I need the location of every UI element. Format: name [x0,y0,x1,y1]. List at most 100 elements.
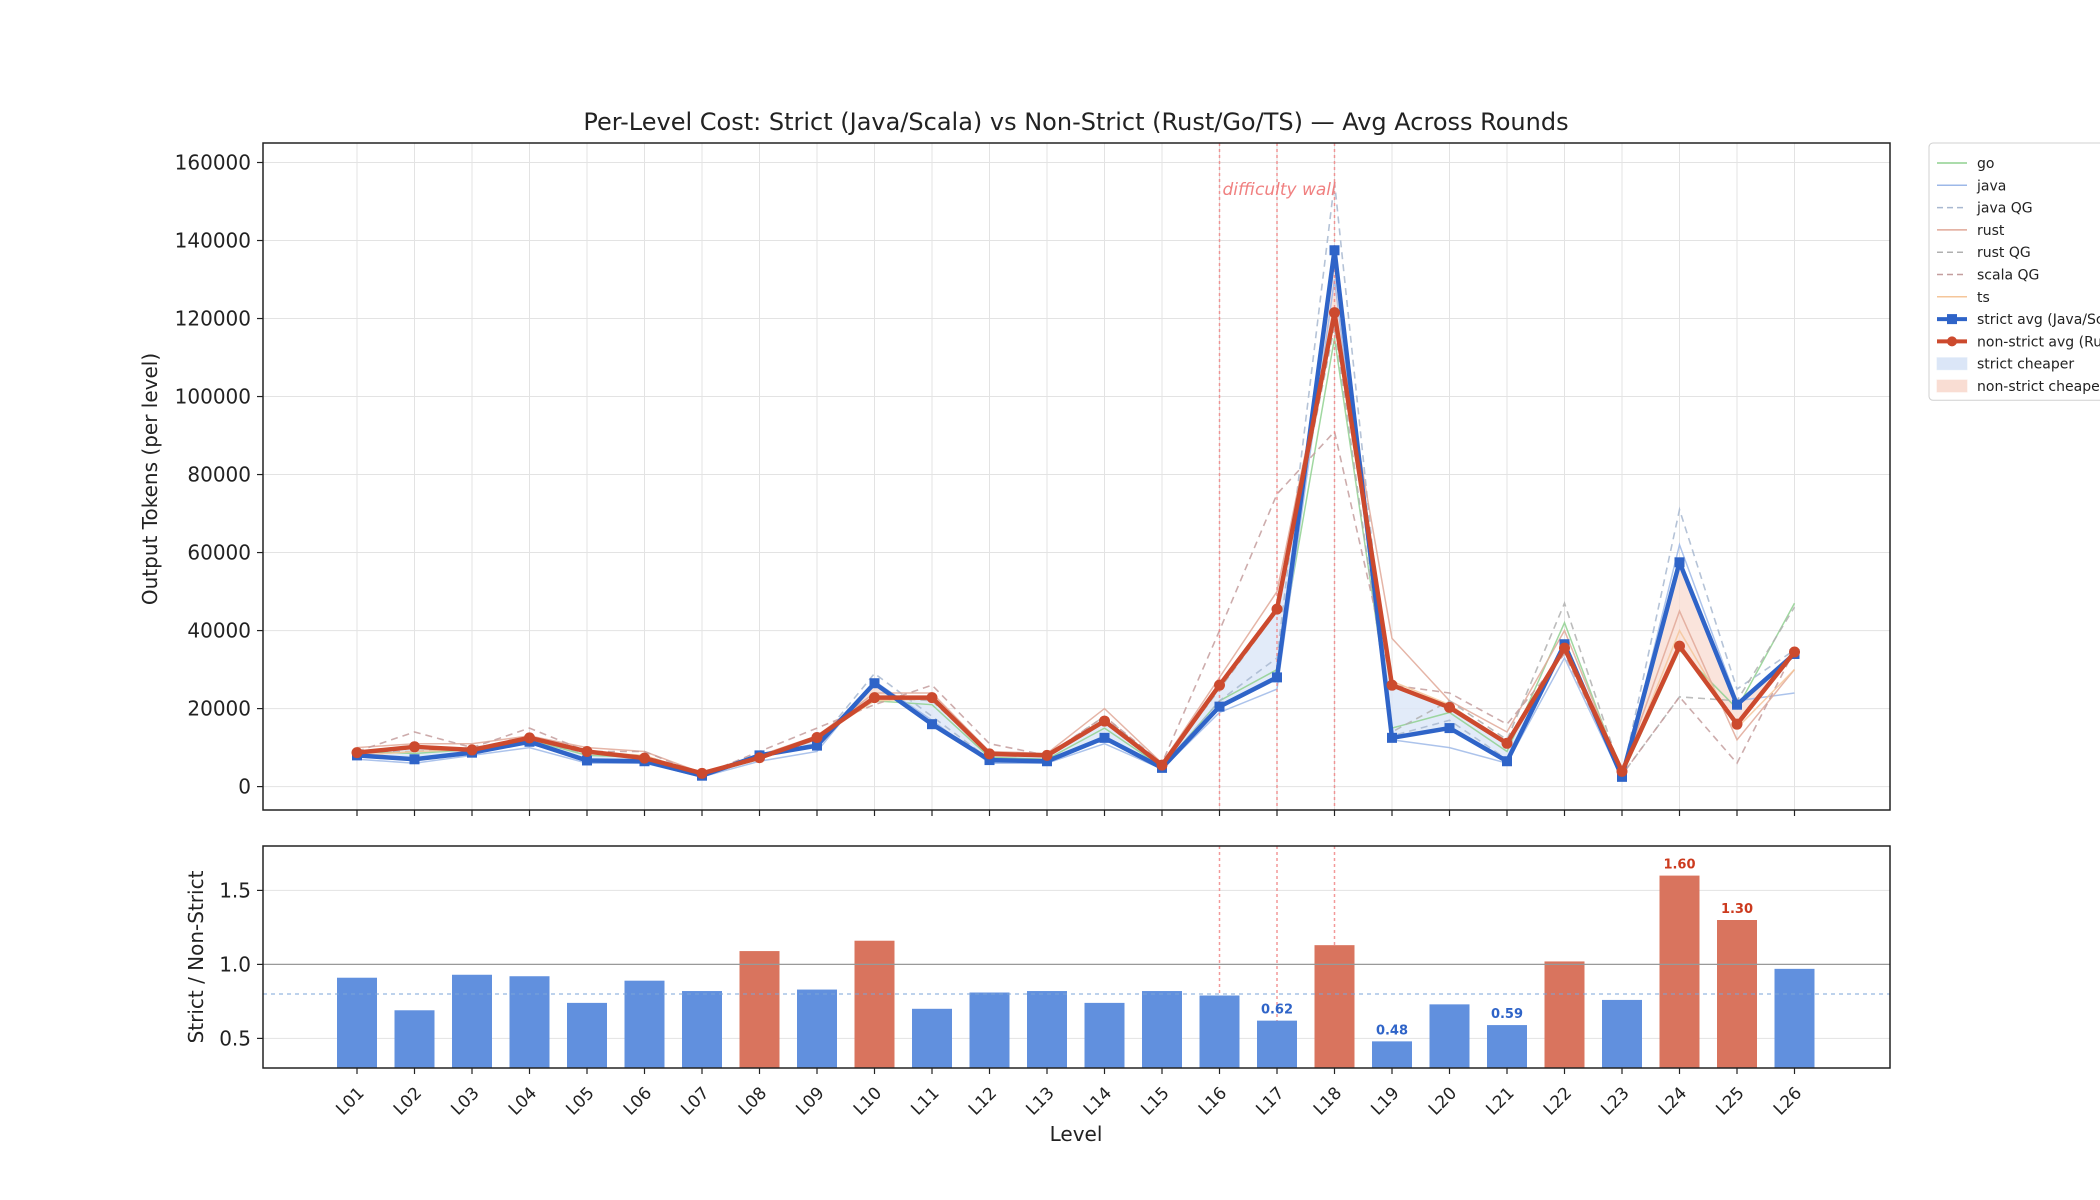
chart-title: Per-Level Cost: Strict (Java/Scala) vs N… [583,108,1568,136]
top-y-tick-label: 60000 [187,541,251,565]
ratio-bar-l22 [1544,961,1585,1068]
avg-marker-circle [1559,642,1570,654]
bottom-x-ticks: L01 L02 L03 L04 L05 L06 L07 L08 L09 L10 L11 L12 L13 L… [332,1068,1806,1120]
ratio-bar-l11 [912,1008,952,1068]
legend-label: java QG [1976,201,2033,217]
avg-marker-square [1444,723,1455,734]
avg-marker-square [1214,701,1225,712]
x-tick-label-l10: L10 [850,1083,886,1119]
legend-label: rust QG [1977,245,2031,261]
ratio-bar-l09 [797,989,837,1068]
avg-marker-square [869,678,880,689]
avg-line [356,310,1797,776]
data-label-l21: 0.59 [1491,1007,1523,1022]
data-label-l25: 1.30 [1721,902,1753,917]
x-tick-label-l11: L11 [907,1083,943,1119]
top-plot: difficulty wall 0 20000 40000 60000 80000 1000… [175,142,1891,816]
x-tick-label-l14: L14 [1080,1083,1116,1119]
x-tick-label-l22: L22 [1540,1083,1576,1119]
x-tick-label-l04: L04 [505,1083,541,1119]
legend-item: strict cheaper [1936,357,2074,373]
avg-marker-circle [639,752,650,764]
avg-marker-circle [524,732,535,744]
legend-marker [1947,314,1957,325]
top-y-ticks: 0 20000 40000 60000 80000 100000 120000 140000 1… [175,151,263,799]
ratio-bar-l24 [1659,875,1700,1068]
avg-marker-circle [1271,603,1283,615]
ratio-bars [337,875,1815,1068]
legend-label: go [1977,156,1994,172]
legend-frame [1928,142,2100,401]
ratio-bar-l05 [567,1002,607,1068]
series-line-rust [356,310,1796,776]
ratio-bar-l23 [1602,999,1642,1068]
avg-marker-circle [869,692,880,704]
difficulty-wall-label: difficulty wall [1223,180,1337,200]
legend-swatch [1936,357,1968,371]
x-tick-label-l24: L24 [1655,1083,1691,1119]
top-y-tick-label: 120000 [175,307,251,331]
bottom-y-ticks: 0.5 1.0 1.5 [219,878,263,1050]
avg-marker-square [1272,672,1282,683]
x-tick-label-l15: L15 [1137,1083,1173,1119]
top-gridlines [263,143,1890,810]
top-y-tick-label: 80000 [187,463,251,487]
series-line-java [356,279,1795,782]
ratio-bar-l17 [1257,1020,1297,1068]
legend-label: strict avg (Java/Scala) [1977,312,2100,328]
avg-marker-square [927,719,937,730]
ratio-bar-l03 [452,974,492,1068]
avg-marker-square [409,754,420,765]
x-tick-label-l02: L02 [390,1083,426,1119]
ratio-bar-l02 [394,1010,435,1068]
ratio-bar-l12 [969,992,1010,1068]
ratio-bar-l16 [1199,995,1240,1068]
top-y-tick-label: 20000 [187,697,251,721]
avg-marker-circle [926,692,938,704]
x-tick-label-l16: L16 [1195,1083,1231,1119]
avg-marker-circle [351,747,363,759]
x-tick-label-l23: L23 [1597,1083,1633,1119]
ratio-bar-l13 [1027,991,1067,1068]
ratio-bar-l10 [854,940,895,1068]
series-line-scala-qg [356,429,1796,777]
x-tick-label-l17: L17 [1252,1083,1288,1119]
avg-series [352,245,1800,782]
x-tick-label-l18: L18 [1310,1083,1346,1119]
avg-marker-circle [984,748,995,760]
legend-item: strict avg (Java/Scala) [1937,312,2100,328]
legend-swatch [1936,379,1968,393]
ratio-bar-l18 [1314,945,1355,1068]
legend-item: go [1937,156,1994,172]
bottom-y-tick-label: 0.5 [219,1026,251,1050]
x-tick-label-l26: L26 [1770,1083,1806,1119]
bottom-y-axis-label: Strict / Non-Strict [184,870,208,1043]
ratio-bar-l04 [509,976,550,1068]
avg-marker-square [1099,732,1110,743]
avg-marker-circle [1731,718,1743,730]
x-tick-label-l19: L19 [1367,1083,1403,1119]
data-label-l17: 0.62 [1261,1003,1293,1018]
ratio-bar-l06 [624,980,665,1068]
legend-label: ts [1977,290,1990,306]
legend-item: non-strict cheaper [1936,379,2100,395]
ratio-bar-l20 [1429,1004,1470,1068]
bottom-axes-frame [262,845,1891,1069]
ratio-bar-l01 [337,977,377,1068]
legend-label: java [1976,178,2006,194]
avg-line [356,248,1796,780]
legend-item: java [1937,178,2006,194]
avg-marker-circle [811,731,823,743]
avg-marker-circle [409,741,420,753]
bottom-y-tick-label: 1.5 [219,878,251,902]
individual-series [356,181,1796,782]
series-line-ts [356,318,1796,777]
x-tick-label-l07: L07 [677,1083,713,1119]
top-y-tick-label: 40000 [187,619,251,643]
ratio-bar-l14 [1084,1002,1125,1068]
avg-marker-square [812,740,822,751]
between-fill [357,250,1795,777]
avg-marker-circle [1789,646,1800,658]
ratio-bar-l21 [1487,1025,1527,1068]
